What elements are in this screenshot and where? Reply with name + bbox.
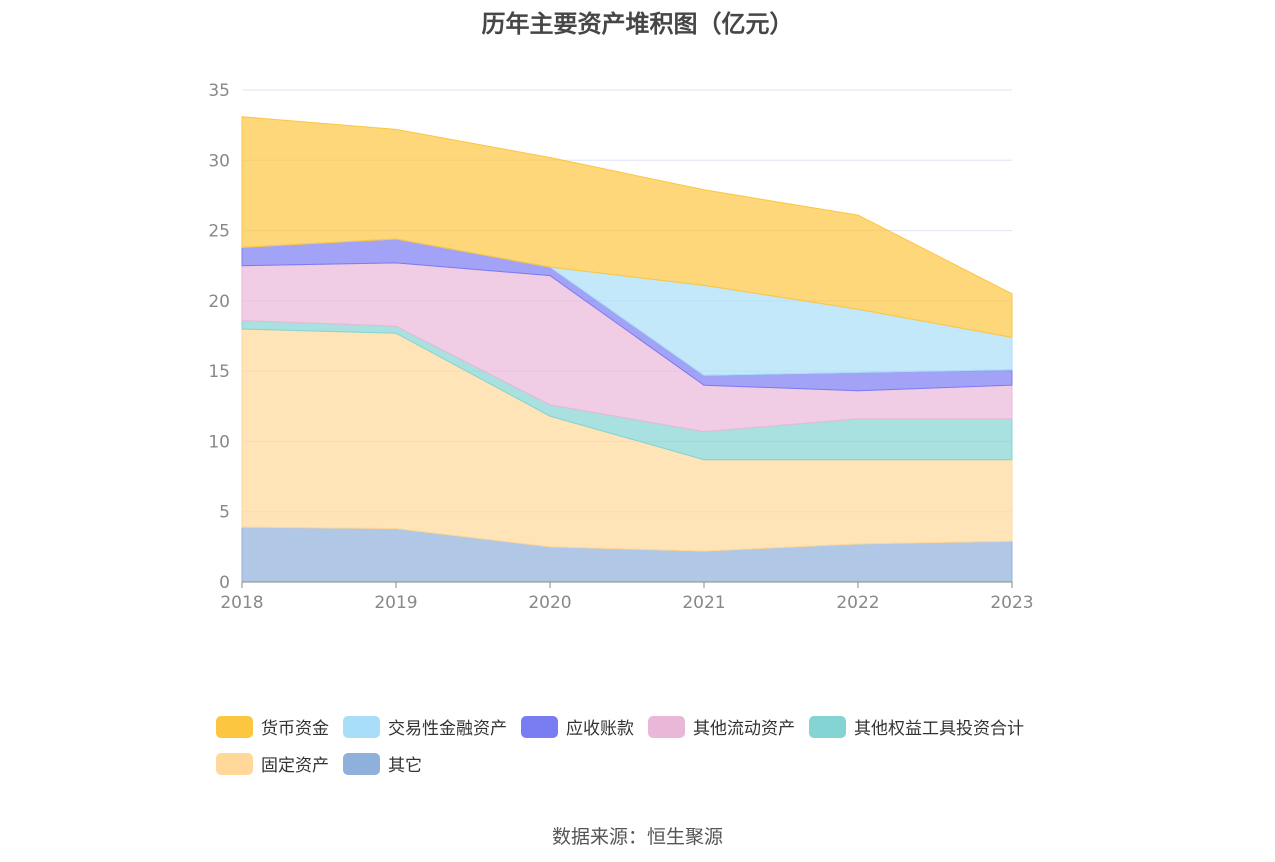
- stacked-area-chart: 0 5 10 15 20 25 30 35 2018 2019 2020 2021 2022 2023: [208, 81, 1033, 613]
- area-series-6: [241, 116, 1013, 338]
- legend-swatch: [343, 715, 380, 738]
- y-tick-label: 15: [208, 362, 230, 382]
- legend-row: 货币资金 交易性金融资产 应收账款 其他流动资产 其他权益工具投资合计: [216, 708, 1116, 745]
- area-series: [241, 116, 1013, 583]
- x-tick-label: 2021: [682, 593, 725, 613]
- y-tick-label: 35: [208, 81, 230, 101]
- legend-item[interactable]: 交易性金融资产: [343, 714, 507, 739]
- legend-swatch: [216, 752, 253, 775]
- x-tick-label: 2018: [220, 593, 263, 613]
- legend-item[interactable]: 其他权益工具投资合计: [809, 714, 1024, 739]
- axes: 0 5 10 15 20 25 30 35 2018 2019 2020 2021 2022 2023: [208, 81, 1033, 613]
- legend-row: 固定资产 其它: [216, 745, 1116, 782]
- y-tick-label: 30: [208, 151, 230, 171]
- data-source-note: 数据来源：恒生聚源: [551, 826, 723, 848]
- y-tick-label: 25: [208, 222, 230, 242]
- legend-item[interactable]: 应收账款: [521, 714, 634, 739]
- legend-label: 货币资金: [261, 719, 329, 739]
- chart-title: 历年主要资产堆积图（亿元）: [481, 10, 794, 38]
- y-tick-label: 20: [208, 292, 230, 312]
- legend: 货币资金 交易性金融资产 应收账款 其他流动资产 其他权益工具投资合计 固定资产 其它: [216, 708, 1116, 782]
- legend-label: 交易性金融资产: [388, 719, 507, 739]
- legend-item[interactable]: 其它: [343, 751, 422, 776]
- legend-label: 应收账款: [566, 719, 634, 739]
- legend-item[interactable]: 货币资金: [216, 714, 329, 739]
- x-tick-label: 2022: [836, 593, 879, 613]
- legend-swatch: [648, 715, 685, 738]
- y-tick-label: 0: [219, 573, 230, 593]
- legend-swatch: [343, 752, 380, 775]
- legend-swatch: [521, 715, 558, 738]
- y-tick-label: 5: [219, 503, 230, 523]
- legend-item[interactable]: 固定资产: [216, 751, 329, 776]
- legend-swatch: [809, 715, 846, 738]
- legend-swatch: [216, 715, 253, 738]
- legend-label: 固定资产: [261, 756, 329, 776]
- legend-label: 其他流动资产: [693, 719, 795, 739]
- x-tick-label: 2023: [990, 593, 1033, 613]
- y-tick-label: 10: [208, 432, 230, 452]
- x-tick-label: 2019: [374, 593, 417, 613]
- x-tick-label: 2020: [528, 593, 571, 613]
- legend-label: 其他权益工具投资合计: [854, 719, 1024, 739]
- legend-label: 其它: [388, 756, 422, 776]
- legend-item[interactable]: 其他流动资产: [648, 714, 795, 739]
